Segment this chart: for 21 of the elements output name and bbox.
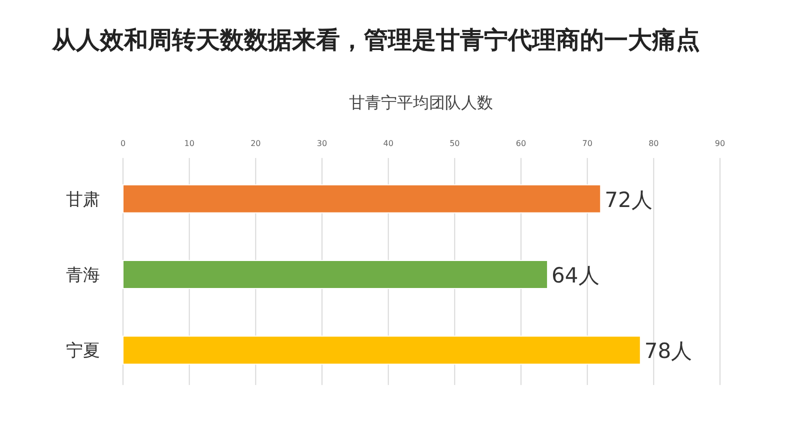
x-tick-label: 0 <box>120 139 126 148</box>
data-label: 64人 <box>552 264 600 288</box>
data-label: 72人 <box>604 188 652 212</box>
x-tick-label: 80 <box>648 139 659 148</box>
y-tick-label: 青海 <box>66 266 100 286</box>
data-label: 78人 <box>644 339 692 364</box>
bar <box>122 184 602 214</box>
x-tick-label: 30 <box>316 139 328 148</box>
x-tick-label: 50 <box>450 139 460 148</box>
y-tick-label: 甘肃 <box>66 190 100 210</box>
x-tick-label: 60 <box>516 139 526 148</box>
y-tick-label: 宁夏 <box>66 341 100 362</box>
x-tick-label: 70 <box>582 139 592 148</box>
chart-title: 从人效和周转天数数据来看，管理是甘青宁代理商的一大痛点 <box>51 26 700 54</box>
chart-subtitle: 甘青宁平均团队人数 <box>349 93 493 112</box>
x-tick-label: 20 <box>250 139 261 148</box>
x-tick-label: 40 <box>383 139 394 148</box>
x-tick-label: 90 <box>714 139 726 148</box>
x-tick-label: 10 <box>184 139 194 148</box>
bar <box>122 260 548 289</box>
bar <box>122 336 641 365</box>
